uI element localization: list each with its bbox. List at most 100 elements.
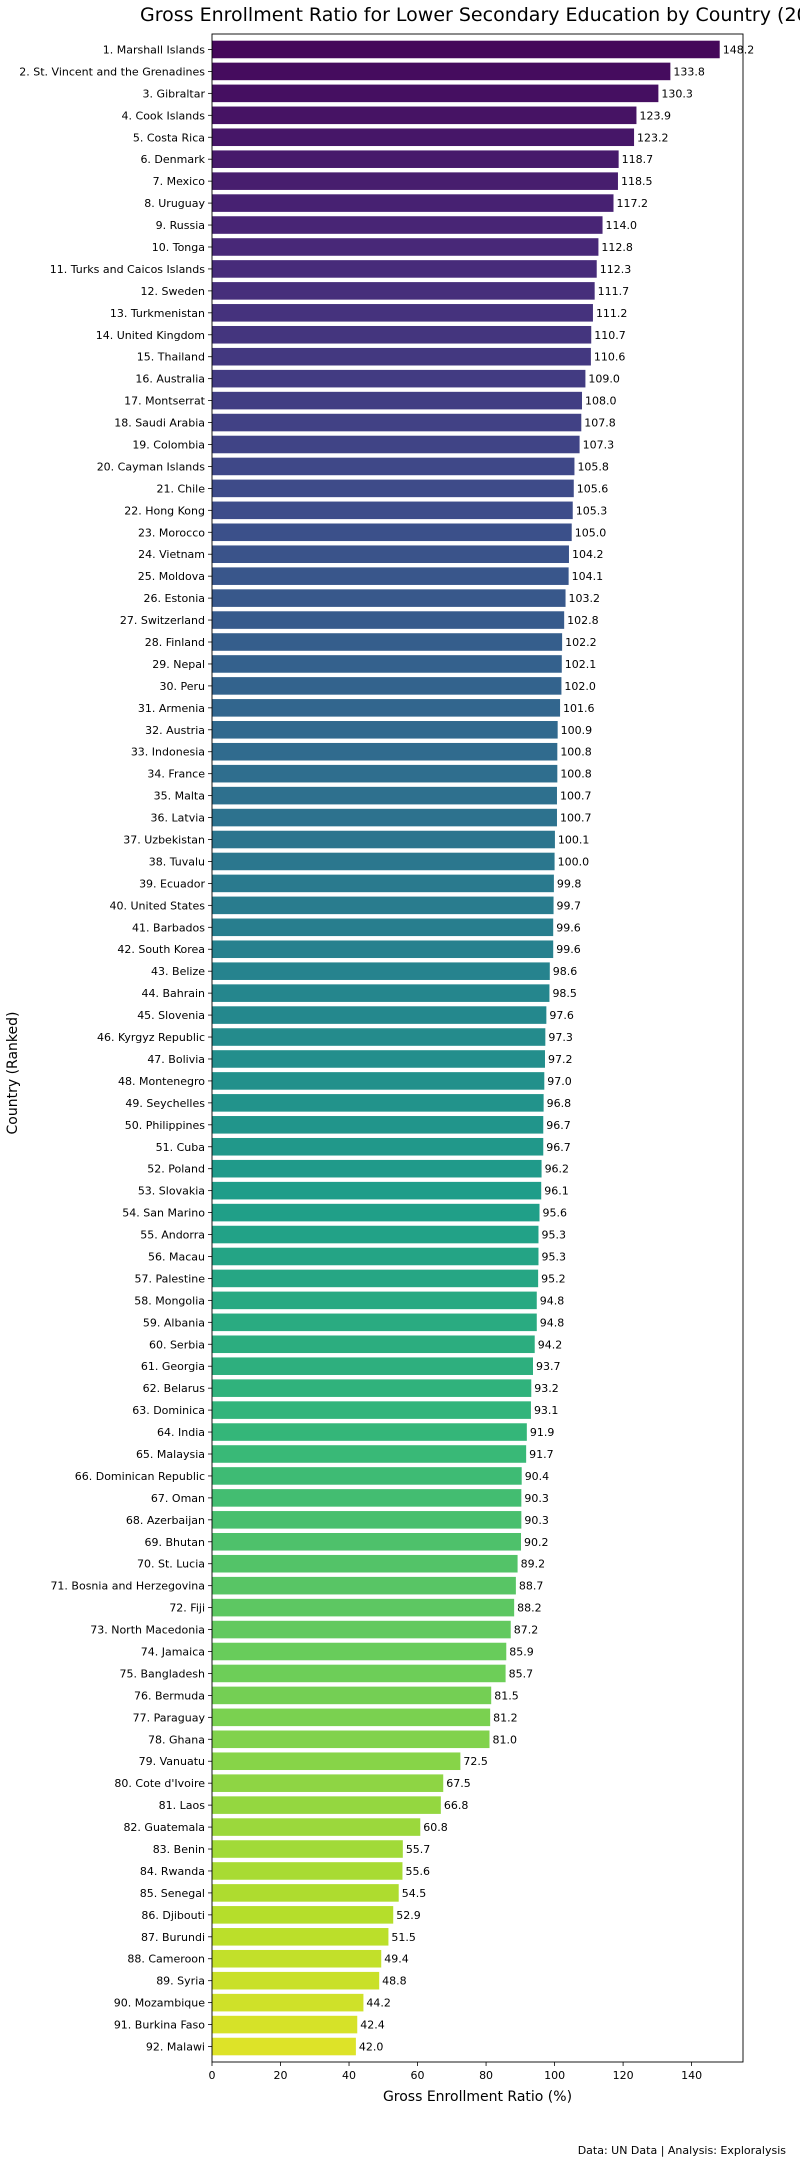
bar-value-label: 111.7: [598, 285, 630, 298]
bar: [212, 413, 582, 432]
y-tick-label: 25. Moldova: [138, 570, 205, 583]
bar: [212, 940, 554, 959]
bar: [212, 874, 554, 893]
bar: [212, 347, 591, 366]
y-tick-label: 57. Palestine: [134, 1272, 205, 1285]
bar-value-label: 104.2: [572, 548, 604, 561]
bar-value-label: 148.2: [723, 43, 755, 56]
bar-value-label: 100.8: [560, 768, 592, 781]
bar-value-label: 110.6: [594, 351, 626, 364]
bar: [212, 457, 575, 476]
y-tick-label: 6. Denmark: [140, 153, 205, 166]
y-tick-label: 64. India: [157, 1426, 205, 1439]
bar: [212, 1094, 544, 1112]
bar: [212, 1050, 545, 1068]
bar-value-label: 99.8: [557, 877, 582, 890]
y-tick-label: 1. Marshall Islands: [103, 43, 206, 56]
bar-value-label: 93.2: [534, 1382, 559, 1395]
bar-value-label: 44.2: [366, 1997, 391, 2010]
x-axis-label: Gross Enrollment Ratio (%): [383, 2089, 572, 2105]
y-tick-label: 45. Slovenia: [137, 1009, 205, 1022]
bar: [212, 1028, 546, 1046]
bar: [212, 1971, 380, 1990]
bar-value-label: 97.3: [548, 1031, 573, 1044]
y-tick-label: 5. Costa Rica: [133, 131, 205, 144]
bar: [212, 1796, 441, 1814]
y-tick-label: 78. Ghana: [148, 1733, 205, 1746]
bar-value-label: 94.2: [538, 1338, 563, 1351]
y-tick-label: 90. Mozambique: [114, 1997, 205, 2010]
bar-value-label: 97.2: [548, 1053, 573, 1066]
bar: [212, 1730, 490, 1749]
x-tick-label: 60: [411, 2069, 425, 2082]
bar-value-label: 93.1: [534, 1404, 559, 1417]
bar: [212, 1532, 522, 1551]
y-tick-label: 60. Serbia: [149, 1338, 205, 1351]
y-tick-label: 54. San Marino: [122, 1207, 205, 1220]
bar-value-label: 88.7: [519, 1580, 544, 1593]
y-tick-label: 79. Vanuatu: [139, 1755, 205, 1768]
bar-value-label: 123.2: [637, 131, 669, 144]
y-tick-label: 65. Malaysia: [136, 1448, 205, 1461]
y-tick-label: 48. Montenegro: [118, 1075, 205, 1088]
bar-value-label: 105.6: [577, 482, 609, 495]
bar-value-label: 96.1: [544, 1185, 569, 1198]
y-tick-label: 20. Cayman Islands: [97, 460, 206, 473]
bar-value-label: 95.6: [543, 1207, 568, 1220]
y-tick-label: 38. Tuvalu: [149, 855, 205, 868]
y-tick-label: 55. Andorra: [140, 1229, 205, 1242]
bar: [212, 282, 595, 300]
bar: [212, 1840, 403, 1858]
y-tick-label: 39. Ecuador: [139, 877, 205, 890]
bar: [212, 1225, 539, 1244]
bar: [212, 1576, 516, 1595]
y-tick-label: 32. Austria: [145, 724, 205, 737]
y-tick-label: 36. Latvia: [151, 812, 205, 825]
y-tick-label: 8. Uruguay: [144, 197, 205, 210]
y-tick-label: 87. Burundi: [141, 1931, 205, 1944]
bar: [212, 1862, 403, 1880]
y-tick-label: 53. Slovakia: [138, 1185, 205, 1198]
bar: [212, 1379, 532, 1397]
bar: [212, 1291, 537, 1310]
y-tick-label: 42. South Korea: [117, 943, 205, 956]
bar: [212, 1269, 539, 1288]
bar-value-label: 100.1: [558, 834, 590, 847]
bar-value-label: 100.7: [560, 812, 592, 825]
bar-value-label: 94.8: [540, 1316, 565, 1329]
bar: [212, 1642, 507, 1661]
bar: [212, 1181, 542, 1200]
y-tick-label: 59. Albania: [143, 1316, 205, 1329]
y-tick-label: 44. Bahrain: [141, 987, 205, 1000]
bar-value-label: 51.5: [391, 1931, 416, 1944]
bar: [212, 677, 562, 695]
plot-frame: [211, 33, 744, 2063]
bar-value-label: 105.0: [575, 526, 607, 539]
bar-value-label: 130.3: [661, 87, 693, 100]
x-tick-label: 80: [479, 2069, 493, 2082]
y-tick-label: 14. United Kingdom: [96, 329, 205, 342]
bar: [212, 1928, 389, 1946]
bar: [212, 106, 637, 125]
bar: [212, 150, 619, 168]
bar: [212, 1884, 399, 1902]
bar: [212, 1664, 506, 1683]
bar: [212, 435, 580, 454]
y-tick-label: 73. North Macedonia: [90, 1624, 205, 1637]
y-tick-label: 86. Djibouti: [141, 1909, 205, 1922]
bar-value-label: 95.3: [541, 1250, 566, 1263]
bar: [212, 918, 554, 937]
y-tick-label: 13. Turkmenistan: [110, 307, 205, 320]
bar-value-label: 81.0: [492, 1733, 517, 1746]
bar: [212, 172, 618, 190]
data-source-note: Data: UN Data | Analysis: Exploralysis: [577, 2144, 786, 2157]
bar: [212, 984, 550, 1002]
y-tick-label: 24. Vietnam: [138, 548, 205, 561]
y-tick-label: 21. Chile: [156, 482, 205, 495]
y-tick-label: 34. France: [147, 768, 205, 781]
bar-value-label: 55.7: [406, 1843, 431, 1856]
x-tick-label: 120: [613, 2069, 634, 2082]
bar-value-label: 90.3: [524, 1492, 549, 1505]
bar-value-label: 96.7: [546, 1119, 571, 1132]
bar: [212, 896, 554, 915]
